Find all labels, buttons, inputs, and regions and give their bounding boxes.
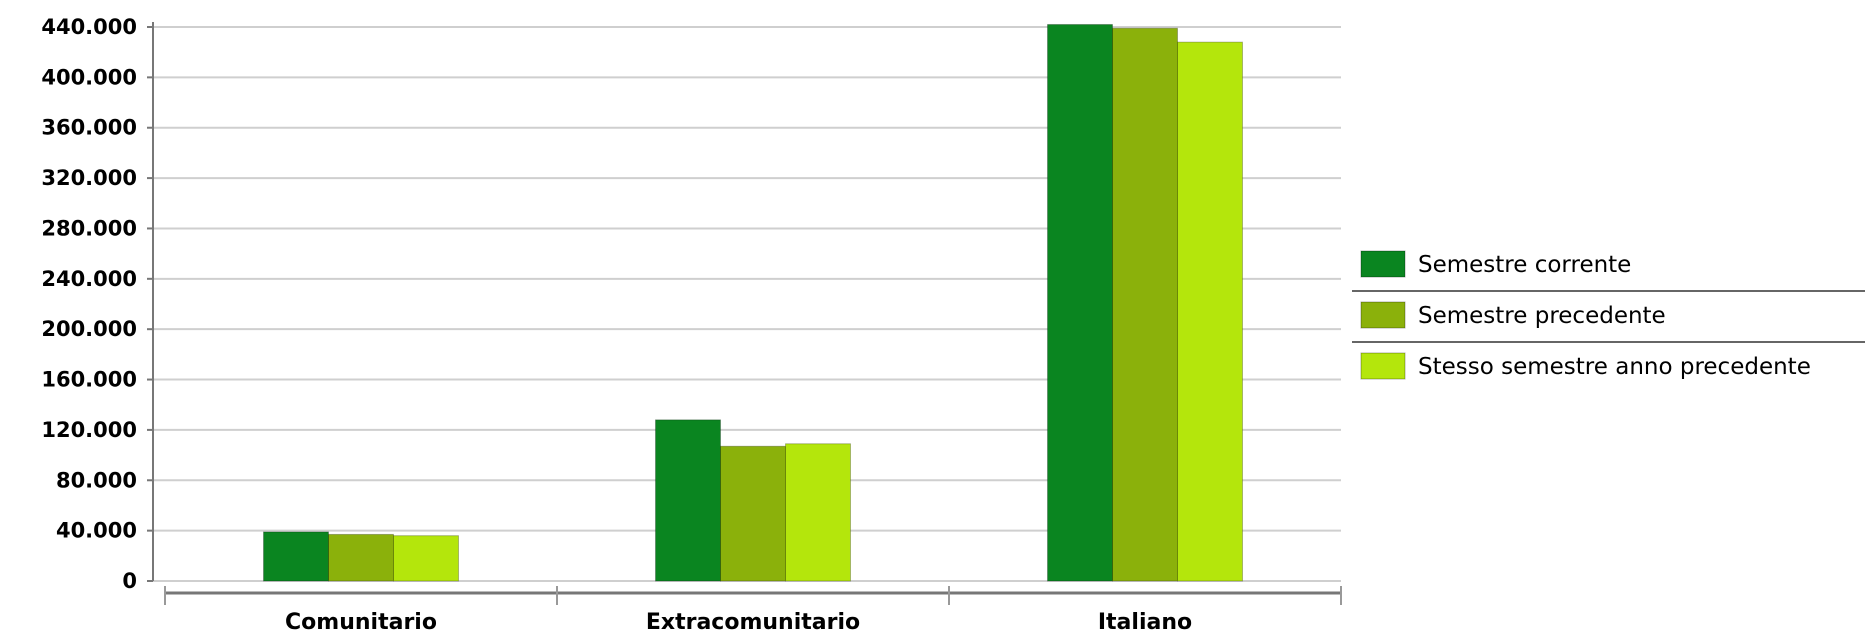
bars [263,23,1243,582]
bar [785,443,851,582]
y-tick-label: 0 [122,569,137,593]
y-tick-label: 400.000 [41,65,137,89]
y-tick-label: 280.000 [41,216,137,240]
bar [328,533,394,582]
y-tick-label: 360.000 [41,116,137,140]
y-tick-label: 160.000 [41,368,137,392]
legend: Semestre corrente Semestre precedente Stes… [1352,250,1865,380]
y-axis-ticks: 0 40.000 80.000 120.000 160.000 200.000 240.00… [41,15,153,593]
bar [263,531,329,582]
y-tick-label: 440.000 [41,15,137,39]
bar [1177,41,1243,582]
x-category-label: Extracomunitario [646,610,860,631]
x-category-label: Italiano [1098,610,1192,631]
legend-label: Semestre precedente [1418,303,1666,329]
legend-swatch [1360,250,1406,278]
bar [1112,27,1178,582]
y-tick-label: 320.000 [41,166,137,190]
bar [1047,23,1113,582]
y-tick-label: 120.000 [41,418,137,442]
bar [655,419,721,582]
legend-swatch [1360,352,1406,380]
legend-label: Semestre corrente [1418,252,1631,278]
y-tick-label: 240.000 [41,267,137,291]
legend-swatch [1360,301,1406,329]
bar [720,445,786,582]
y-tick-label: 80.000 [56,468,137,492]
y-tick-label: 40.000 [56,519,137,543]
x-axis-categories: Comunitario Extracomunitario Italiano [164,586,1342,631]
legend-label: Stesso semestre anno precedente [1418,354,1811,380]
y-tick-label: 200.000 [41,317,137,341]
x-category-label: Comunitario [285,610,437,631]
bar [393,535,459,582]
